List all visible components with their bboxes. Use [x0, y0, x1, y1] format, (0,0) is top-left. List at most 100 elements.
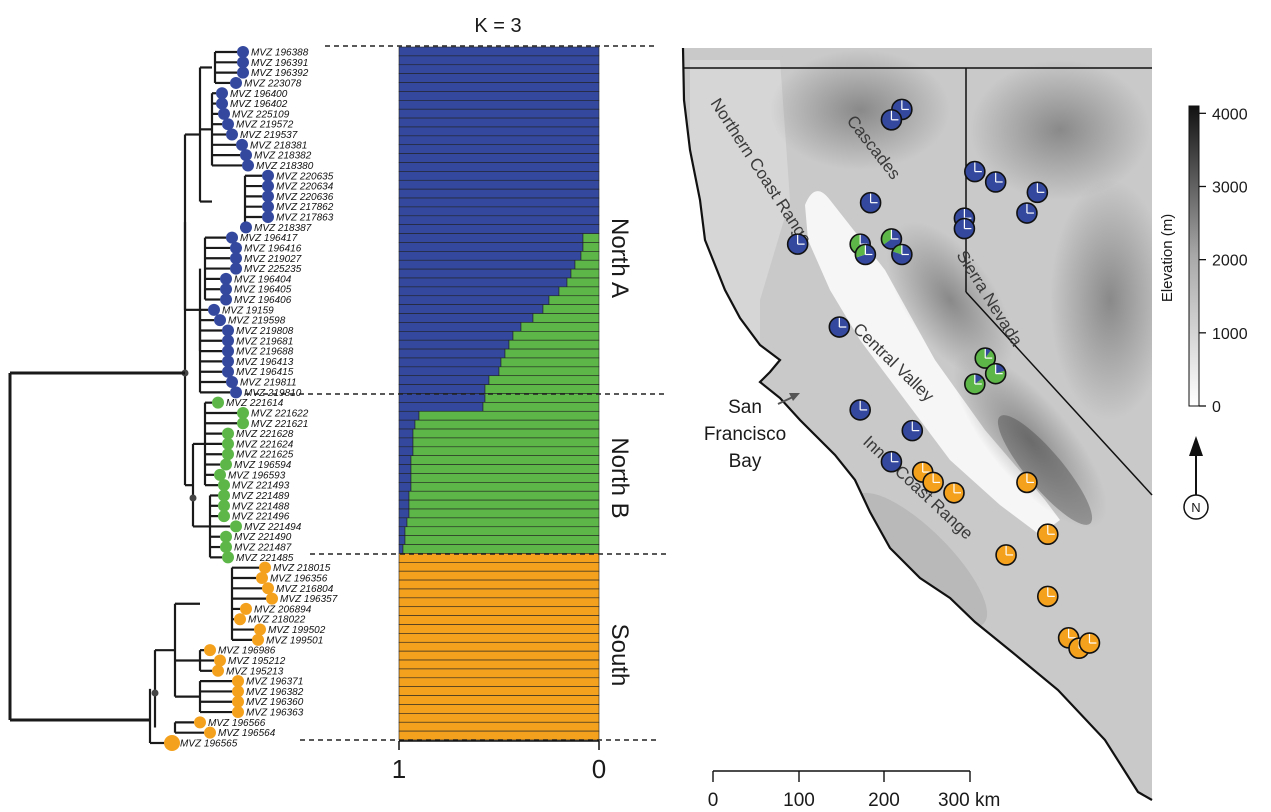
admixture-row — [398, 615, 600, 625]
pie-outline — [984, 171, 1007, 193]
elevation-tick-label: 4000 — [1212, 106, 1248, 123]
tip-dot — [226, 128, 238, 141]
admixture-bar-north-b — [412, 437, 600, 448]
tip-label: MVZ 196594 — [234, 460, 292, 471]
admixture-bar-north-a — [398, 259, 576, 270]
pie-outline — [849, 399, 871, 421]
tip-dot — [262, 582, 274, 595]
admixture-bar-north-b — [520, 322, 600, 332]
admixture-bar-north-a — [398, 215, 600, 225]
admixture-row — [398, 322, 600, 332]
relief-cascades — [770, 50, 950, 170]
scale-label-0: 0 — [708, 790, 719, 811]
admixture-row — [398, 686, 600, 696]
admixture-bar-north-b — [532, 313, 600, 323]
tip-dot — [232, 706, 244, 719]
admixture-row — [398, 633, 600, 643]
tip-dot — [220, 541, 232, 554]
sample-site-pie — [891, 243, 913, 266]
admixture-bar-north-a — [398, 508, 410, 519]
admixture-bar-south — [398, 659, 600, 670]
tip-label: MVZ 196564 — [218, 728, 276, 739]
tip-label: MVZ 196413 — [236, 357, 294, 368]
admixture-bar-north-b — [410, 455, 600, 465]
admixture-row — [398, 357, 600, 368]
tip-dot — [237, 66, 249, 79]
admixture-row — [398, 641, 600, 652]
admixture-bar-north-b — [408, 490, 600, 501]
pie-outline — [880, 109, 903, 131]
tip-dot — [214, 654, 226, 667]
admixture-bar-north-a — [398, 268, 572, 279]
tip-dot — [222, 448, 234, 461]
admixture-row — [398, 259, 600, 270]
admixture-bar-north-a — [398, 277, 568, 288]
admixture-row — [398, 526, 600, 536]
tip-dot — [237, 417, 249, 430]
tip-label: MVZ 221493 — [232, 481, 290, 492]
sample-site-pies — [786, 98, 1101, 659]
tip-dot — [218, 107, 230, 120]
admixture-row — [398, 570, 600, 581]
tip-label: MVZ 218382 — [254, 151, 312, 162]
sample-site-pie — [984, 171, 1007, 193]
bay-arrow-head — [789, 393, 800, 401]
tip-label: MVZ 219811 — [240, 378, 297, 389]
admixture-bar-north-b — [484, 384, 600, 394]
tip-dot — [220, 283, 232, 296]
pie-outline — [1016, 471, 1038, 494]
sample-site-pie — [1016, 471, 1038, 494]
north-arrow: N — [1183, 436, 1209, 520]
tip-label: MVZ 221488 — [232, 501, 290, 512]
admixture-bar-south — [398, 588, 600, 599]
admixture-row — [398, 91, 600, 101]
tip-dot — [230, 262, 242, 275]
pie-outline — [953, 217, 976, 240]
admixture-bar-north-a — [398, 384, 486, 394]
admixture-tick-label-0: 0 — [592, 754, 606, 784]
tip-label: MVZ 221614 — [226, 398, 284, 409]
admixture-bar-north-a — [398, 108, 600, 119]
admixture-bar-north-b — [558, 286, 600, 297]
admixture-bar-north-a — [398, 375, 490, 385]
admixture-bar-north-a — [398, 535, 406, 545]
tip-dot — [204, 644, 216, 657]
sample-site-pie — [786, 233, 809, 255]
admixture-row — [398, 339, 600, 350]
pie-outline — [943, 481, 965, 504]
admixture-bar-north-b — [580, 251, 600, 261]
pie-slice — [855, 244, 866, 258]
tip-label: MVZ 218380 — [256, 161, 314, 172]
relief-modoc — [970, 60, 1150, 200]
admixture-bar-north-b — [414, 419, 600, 430]
tip-dot — [226, 231, 238, 244]
sample-site-pie — [984, 362, 1007, 385]
admixture-row — [398, 446, 600, 456]
admixture-bar-north-b — [570, 268, 600, 279]
admixture-bar-north-b — [500, 357, 600, 368]
admixture-row — [398, 224, 600, 234]
tip-dot — [204, 726, 216, 739]
tip-label: MVZ 196406 — [234, 295, 292, 306]
admixture-row — [398, 304, 600, 314]
admixture-row — [398, 268, 600, 279]
admixture-bar-north-b — [548, 295, 600, 305]
tip-label: MVZ 219572 — [236, 120, 294, 131]
tip-label: MVZ 196400 — [230, 89, 288, 100]
admixture-bar-south — [398, 606, 600, 616]
admixture-row — [398, 677, 600, 687]
pie-outline — [828, 316, 851, 338]
admixture-row — [398, 215, 600, 225]
tip-dot — [240, 602, 252, 615]
admixture-row — [398, 428, 600, 439]
admixture-tick-label-1: 1 — [392, 754, 406, 784]
label-francisco: Francisco — [704, 424, 786, 445]
admixture-row — [398, 455, 600, 465]
admixture-bar-north-b — [542, 304, 600, 314]
admixture-bar-north-a — [398, 126, 600, 137]
tip-dot — [220, 293, 232, 306]
admixture-bar-south — [398, 650, 600, 661]
tip-label: MVZ 221624 — [236, 439, 294, 450]
tip-dot — [240, 149, 252, 162]
